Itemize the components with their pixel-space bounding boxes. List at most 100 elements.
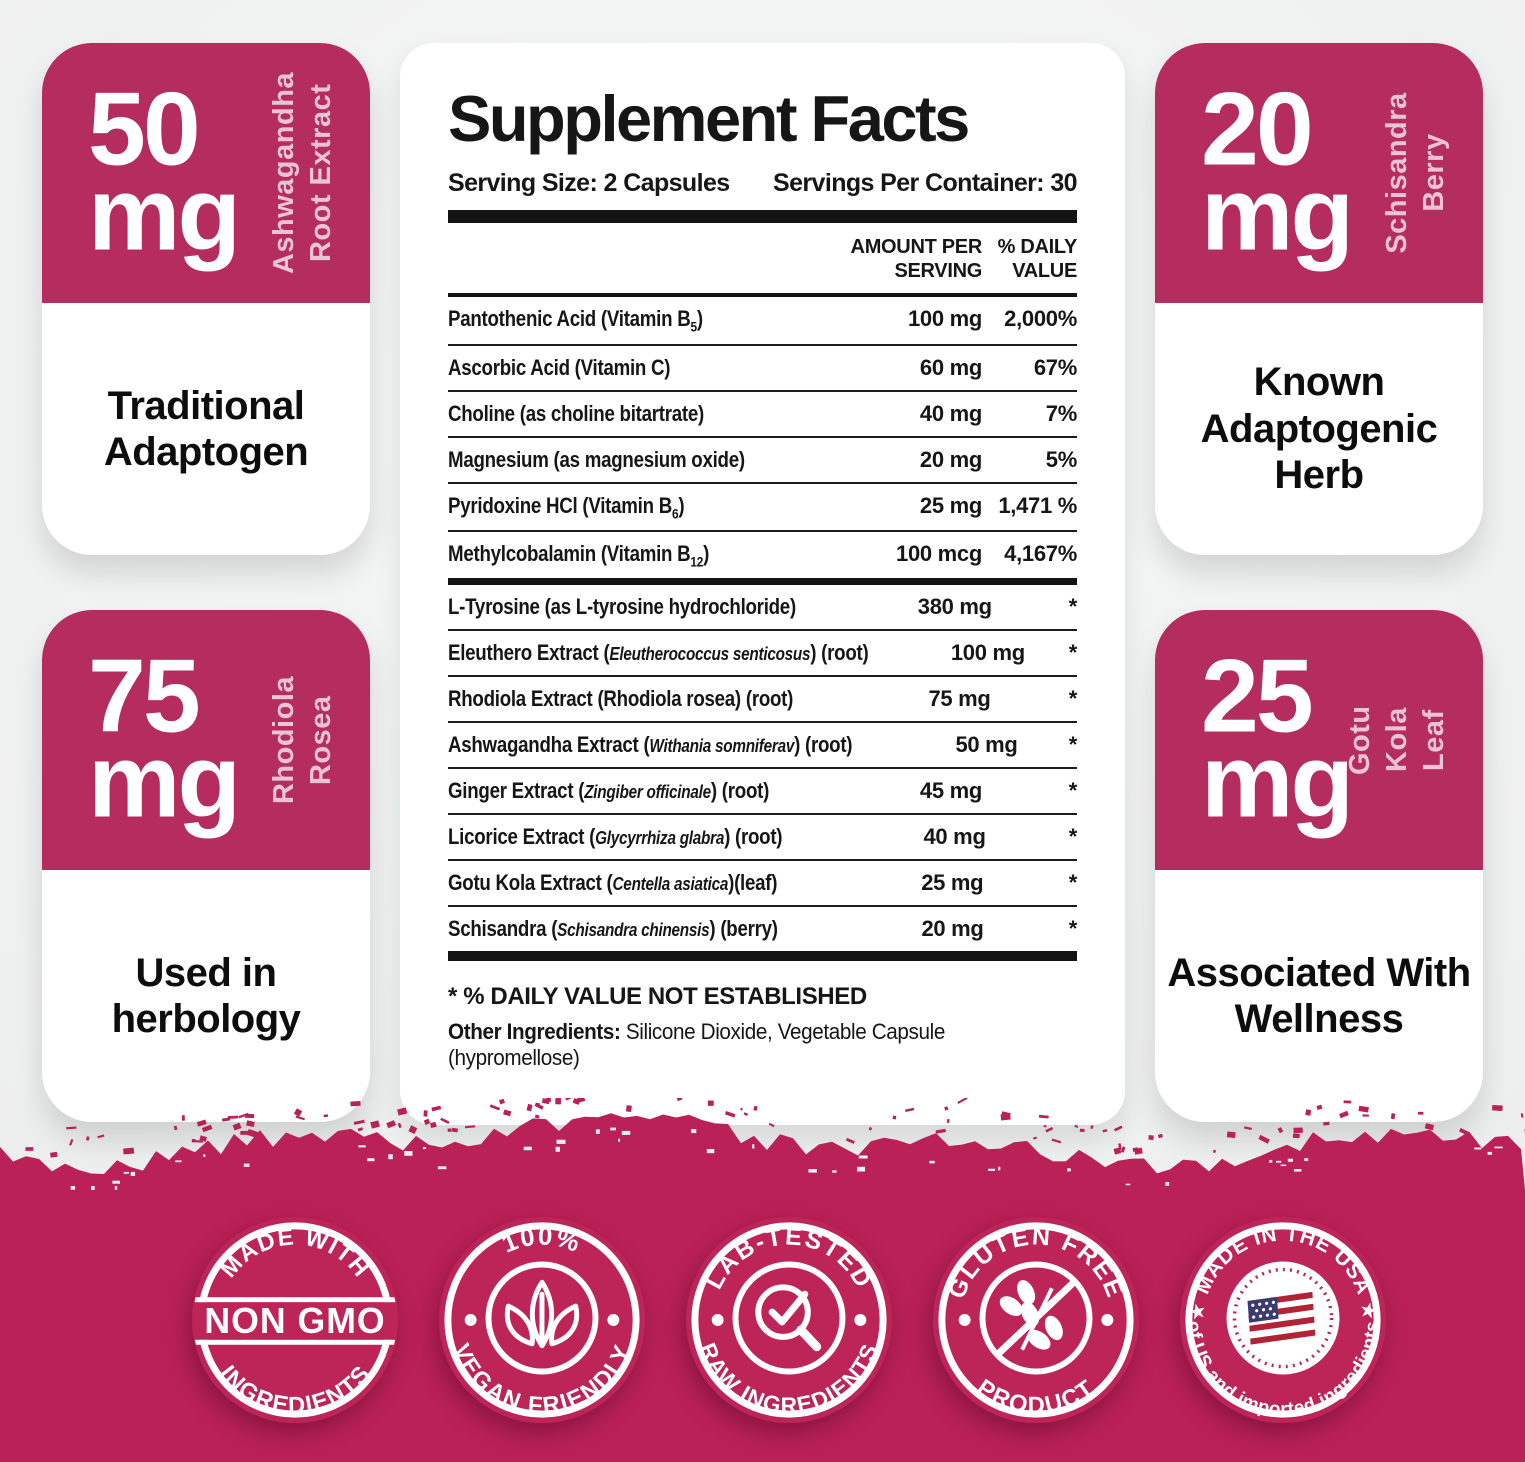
ingredient-name: Pyridoxine HCl (Vitamin B6) [448,492,685,522]
non-gmo-band-icon [192,1302,398,1340]
ingredient-name: Rhodiola Extract (Rhodiola rosea) (root) [448,686,794,712]
ingredient-name: Licorice Extract (Glycyrrhiza glabra) (r… [448,824,783,850]
dot-right [854,1314,867,1326]
divider-bottom [448,951,1077,962]
table-row: L-Tyrosine (as L-tyrosine hydrochloride)… [448,585,1077,629]
daily-value: * [1068,870,1078,896]
table-row: Ascorbic Acid (Vitamin C) 60 mg 67% [448,343,1077,390]
amount-per-serving: 50 mg [955,732,1018,758]
daily-value: 4,167% [1004,541,1077,567]
amount-per-serving: 20 mg [921,916,984,942]
stat-amount-value: 75 [88,638,201,755]
stat-caption: Used in herbology [111,950,301,1041]
grunge-edge [0,1098,1525,1190]
stat-ingredient-label: Rhodiola Rosea [267,675,337,805]
leaves-icon [504,1279,580,1349]
ingredient-name: Gotu Kola Extract (Centella asiatica)(le… [448,870,778,896]
other-ingredients: Other Ingredients: Silicone Dioxide, Veg… [448,1019,1039,1071]
badge-non-gmo: MADE WITH NON GMO INGREDIENTS [191,1216,399,1424]
stat-amount-unit: mg [88,724,241,840]
badge-made-in-usa: ★ MADE IN THE USA ★ of US and imported i… [1179,1216,1387,1424]
stat-amount-value: 20 [1201,71,1314,188]
ingredient-name: L-Tyrosine (as L-tyrosine hydrochloride) [448,594,796,620]
stat-amount-unit: mg [1201,724,1354,840]
amount-per-serving: 40 mg [923,824,986,850]
amount-per-serving: 100 mg [907,306,982,332]
stat-card-header: 25 mg Gotu Kola Leaf [1155,610,1483,870]
stars-ring [1232,1267,1334,1369]
stat-card-schisandra: 20 mg Schisandra Berry Known Adaptogenic … [1155,43,1483,555]
table-row: Methylcobalamin (Vitamin B12) 100 mcg 4,16… [448,530,1077,578]
stat-amount: 50 mg [88,78,241,273]
divider-mid [448,578,1077,586]
ingredient-name: Ashwagandha Extract (Withania somniferav… [448,732,853,758]
column-header-daily-value: % DAILY VALUE [997,236,1078,283]
ingredient-name: Ginger Extract (Zingiber officinale) (ro… [448,778,770,804]
daily-value: * [1068,594,1078,620]
stat-caption: Associated With Wellness [1167,950,1471,1041]
table-row: Gotu Kola Extract (Centella asiatica)(le… [448,859,1077,905]
daily-value: 7% [1045,400,1078,426]
daily-value-footnote: * % DAILY VALUE NOT ESTABLISHED [448,983,867,1011]
ingredient-name: Eleuthero Extract (Eleutherococcus senti… [448,640,869,666]
stat-amount: 20 mg [1201,78,1354,273]
daily-value: 2,000% [1004,306,1077,332]
stat-ingredient-label: Schisandra Berry [1380,92,1450,254]
stat-caption: Traditional Adaptogen [103,383,309,474]
amount-per-serving: 25 mg [919,492,982,518]
badge-gluten-free: GLUTEN FREE PRODUCT [932,1216,1140,1424]
amount-per-serving: 60 mg [919,354,982,380]
badge-vegan: 100% VEGAN FRIENDLY [438,1216,646,1424]
stat-amount: 75 mg [88,645,241,840]
badge-middle-text: NON GMO [204,1301,385,1341]
amount-per-serving: 100 mcg [896,541,982,567]
dot-left [958,1314,971,1326]
stat-card-rhodiola: 75 mg Rhodiola Rosea Used in herbology [42,610,370,1122]
daily-value: * [1068,824,1078,850]
magnifier-check-icon [755,1284,822,1352]
amount-per-serving: 20 mg [919,446,982,472]
daily-value: 1,471 % [998,492,1077,518]
stat-card-header: 50 mg Ashwagandha Root Extract [42,43,370,303]
divider-medium [448,293,1077,298]
wheat-crossed-icon [994,1278,1078,1358]
vitamin-rows-group: Pantothenic Acid (Vitamin B5) 100 mg 2,000… [448,297,1077,578]
table-row: Ginger Extract (Zingiber officinale) (ro… [448,767,1077,813]
servings-per-container: Servings Per Container: 30 [773,169,1078,198]
amount-per-serving: 45 mg [919,778,982,804]
table-row: Schisandra (Schisandra chinensis) (berry… [448,905,1077,951]
stat-amount-unit: mg [1201,157,1354,273]
ingredient-name: Pantothenic Acid (Vitamin B5) [448,306,703,335]
table-row: Magnesium (as magnesium oxide) 20 mg 5% [448,435,1078,482]
daily-value: * [1068,778,1078,804]
ingredient-name: Methylcobalamin (Vitamin B12) [448,541,710,570]
stat-card-header: 75 mg Rhodiola Rosea [42,610,370,870]
daily-value: * [1068,686,1078,712]
badge-lab-tested: LAB-TESTED RAW INGREDIENTS [685,1216,893,1424]
ingredient-name: Ascorbic Acid (Vitamin C) [448,354,671,380]
table-row: Choline (as choline bitartrate) 40 mg 7% [448,389,1078,436]
table-row: Pyridoxine HCl (Vitamin B6) 25 mg 1,471 % [448,481,1077,530]
amount-per-serving: 100 mg [950,640,1025,666]
stat-amount-unit: mg [88,157,241,273]
amount-per-serving: 75 mg [928,686,991,712]
panel-title: Supplement Facts [448,82,970,155]
daily-value: * [1068,916,1078,942]
stat-ingredient-label: Ashwagandha Root Extract [267,71,337,275]
daily-value: * [1068,640,1078,666]
stat-caption: Known Adaptogenic Herb [1200,360,1438,498]
table-row: Licorice Extract (Glycyrrhiza glabra) (r… [448,813,1077,859]
amount-per-serving: 40 mg [919,400,982,426]
daily-value: 5% [1045,446,1078,472]
usa-flag-icon [1247,1291,1316,1345]
dot-right [607,1314,620,1326]
ingredient-name: Schisandra (Schisandra chinensis) (berry… [448,916,778,942]
table-row: Ashwagandha Extract (Withania somniferav… [448,721,1077,767]
divider-thick [448,210,1077,224]
amount-per-serving: 380 mg [917,594,992,620]
other-ingredients-label: Other Ingredients: [448,1019,621,1045]
table-row: Eleuthero Extract (Eleutherococcus senti… [448,629,1077,675]
daily-value: 67% [1033,354,1077,380]
dot-left [711,1314,724,1326]
